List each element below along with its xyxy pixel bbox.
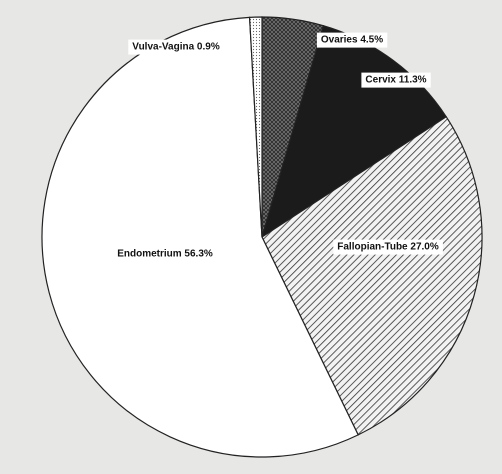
slice-label-box-cervix: [361, 72, 431, 88]
slice-label-ovaries: Ovaries 4.5%: [316, 32, 388, 48]
pie-slice-fallopian-tube: [261, 115, 483, 436]
slice-label-vulva-vagina: Vulva-Vagina 0.9%: [128, 39, 224, 55]
slice-label-endometrium: Endometrium 56.3%: [117, 249, 213, 260]
slice-label-fallopian-tube: Fallopian-Tube 27.0%: [333, 239, 443, 255]
slice-label-box-fallopian-tube: [333, 239, 443, 255]
slice-label-box-ovaries: [316, 32, 388, 48]
slice-label-text-cervix: Cervix 11.3%: [365, 75, 426, 86]
slice-label-text-ovaries: Ovaries 4.5%: [321, 35, 383, 46]
slice-label-text-endometrium: Endometrium 56.3%: [117, 249, 213, 260]
slice-label-box-vulva-vagina: [128, 39, 224, 55]
slice-label-cervix: Cervix 11.3%: [361, 72, 431, 88]
slice-label-text-vulva-vagina: Vulva-Vagina 0.9%: [132, 42, 220, 53]
pie-slice-vulva-vagina: [248, 16, 263, 238]
slice-label-text-fallopian-tube: Fallopian-Tube 27.0%: [337, 242, 439, 253]
